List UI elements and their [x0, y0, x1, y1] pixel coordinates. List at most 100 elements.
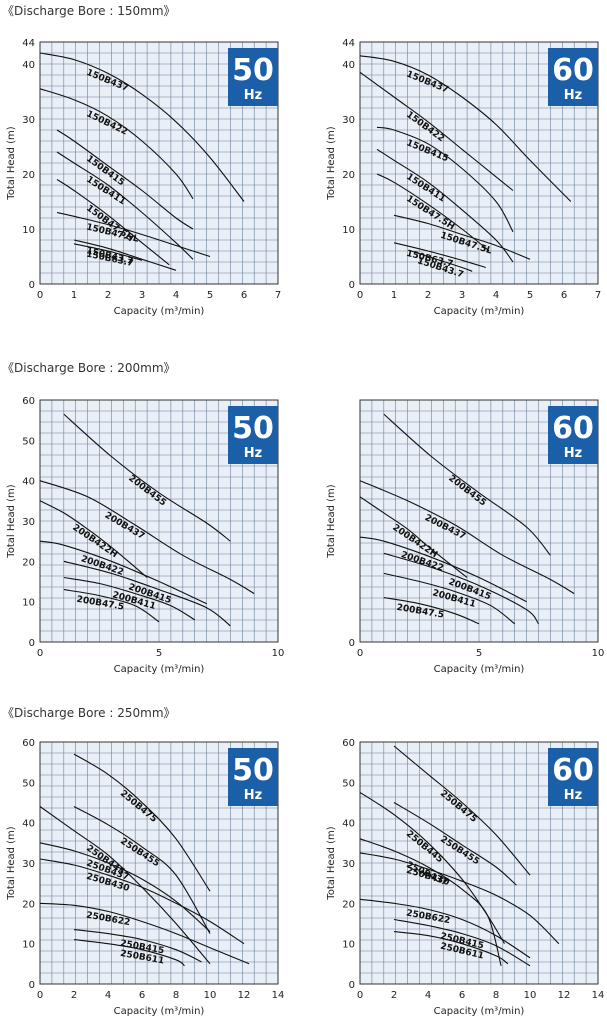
x-tick-label: 3	[139, 290, 145, 301]
chart-200-50hz-svg: 0 5 10 0 10 20 30 40 50 60 Capacity (m³/min) Total …	[6, 396, 285, 675]
y-tick-label: 30	[22, 859, 35, 870]
section-title-150: 《Discharge Bore : 150mm》	[2, 4, 176, 18]
series-line-250B455	[73, 806, 211, 934]
x-tick-label: 8	[173, 990, 179, 1001]
x-tick-label: 6	[561, 290, 567, 301]
x-tick-label: 10	[592, 648, 605, 659]
y-tick-label: 60	[342, 738, 355, 749]
series-line-200B415	[383, 552, 539, 625]
series-line-250B437	[359, 838, 502, 966]
series-line-150B43.7	[410, 250, 473, 272]
x-tick-label: 10	[272, 648, 285, 659]
y-tick-label: 0	[29, 638, 35, 649]
y-tick-label: 10	[342, 940, 355, 951]
y-tick-label: 40	[342, 819, 355, 830]
x-tick-label: 4	[105, 990, 111, 1001]
series-line-200B422H	[359, 496, 468, 578]
series-line-150B415	[56, 129, 194, 230]
y-tick-label: 44	[342, 38, 355, 49]
series-line-250B415	[73, 929, 202, 963]
y-tick-label: 10	[342, 225, 355, 236]
hz-unit: Hz	[244, 446, 262, 461]
x-axis-label: Capacity (m³/min)	[434, 1006, 525, 1017]
y-tick-label: 50	[342, 778, 355, 789]
grid-lines	[360, 42, 598, 284]
y-tick-label: 30	[342, 859, 355, 870]
x-axis-label: Capacity (m³/min)	[114, 1006, 205, 1017]
x-tick-label: 14	[272, 990, 285, 1001]
x-tick-label: 2	[425, 290, 431, 301]
series-line-250B437	[39, 842, 211, 933]
series-line-200B455	[383, 413, 551, 556]
hz-unit: Hz	[564, 88, 582, 103]
series-line-200B437	[359, 480, 575, 595]
hz-value: 50	[232, 53, 274, 88]
x-tick-label: 6	[139, 990, 145, 1001]
series-line-200B411	[63, 576, 195, 621]
series-line-250B415	[393, 918, 531, 967]
chart-250-50hz-svg: 0 2 4 6 8 10 12 14 0 10 20 30 40 50 60 Capacity (m³/min…	[6, 738, 285, 1017]
x-tick-label: 5	[527, 290, 533, 301]
hz-unit: Hz	[244, 788, 262, 803]
series-line-200B455	[63, 413, 231, 542]
x-tick-label: 7	[275, 290, 281, 301]
x-tick-label: 8	[493, 990, 499, 1001]
x-tick-label: 1	[391, 290, 397, 301]
series-line-150B47.5L	[393, 214, 531, 260]
x-axis-label: Capacity (m³/min)	[434, 306, 525, 317]
x-tick-label: 0	[37, 648, 43, 659]
y-axis-label: Total Head (m)	[6, 126, 17, 201]
grid-lines	[40, 742, 278, 984]
chart-150-60hz-svg: 0 1 2 3 4 5 6 7 0 10 20 30 40 44 Capacity (m³/min) Tota…	[326, 38, 601, 317]
x-tick-label: 6	[459, 990, 465, 1001]
x-axis-label: Capacity (m³/min)	[434, 664, 525, 675]
x-axis-label: Capacity (m³/min)	[114, 664, 205, 675]
x-tick-label: 0	[357, 290, 363, 301]
x-tick-label: 0	[37, 990, 43, 1001]
series-line-200B411	[383, 572, 516, 625]
y-tick-label: 0	[29, 280, 35, 291]
y-tick-label: 0	[349, 638, 355, 649]
x-tick-label: 1	[71, 290, 77, 301]
y-axis-label: Total Head (m)	[326, 484, 337, 559]
chart-200-50hz: 0 5 10 0 10 20 30 40 50 60 Capacity (m³/min) Total …	[0, 392, 290, 682]
x-tick-label: 4	[493, 290, 499, 301]
y-tick-label: 0	[29, 980, 35, 991]
y-tick-label: 60	[22, 396, 35, 407]
y-tick-label: 50	[22, 778, 35, 789]
y-tick-label: 30	[22, 115, 35, 126]
hz-badge-bg	[228, 748, 278, 806]
series-line-200B422	[359, 536, 527, 603]
y-tick-label: 60	[22, 738, 35, 749]
plot-border	[359, 41, 599, 285]
chart-250-50hz: 0 2 4 6 8 10 12 14 0 10 20 30 40 50 60 Capacity (m³/min…	[0, 734, 290, 1024]
plot-border	[359, 741, 599, 985]
series-line-250B430	[359, 852, 560, 945]
y-axis-label: Total Head (m)	[326, 126, 337, 201]
series-line-150B43.7	[73, 239, 177, 271]
y-tick-label: 20	[22, 557, 35, 568]
series-line-200B415	[63, 560, 231, 627]
x-tick-label: 4	[425, 990, 431, 1001]
series-line-150B422	[39, 88, 194, 200]
series-line-150B411	[376, 148, 514, 263]
chart-200-60hz: 0 5 10 0 Capacity (m³/min) Total Head (m) 200B…	[320, 392, 607, 682]
x-tick-label: 5	[207, 290, 213, 301]
x-tick-label: 2	[105, 290, 111, 301]
hz-value: 50	[232, 753, 274, 788]
series-line-150B411	[56, 151, 194, 260]
y-axis-label: Total Head (m)	[6, 484, 17, 559]
y-axis-label: Total Head (m)	[6, 826, 17, 901]
hz-badge-bg	[548, 48, 598, 106]
plot-border	[39, 741, 279, 985]
chart-250-60hz-svg: 0 2 4 6 8 10 12 14 0 10 20 30 40 50 60 Capacity (m³/min…	[326, 738, 604, 1017]
y-tick-label: 0	[349, 280, 355, 291]
plot-border	[39, 41, 279, 285]
x-tick-label: 5	[156, 648, 162, 659]
section-title-200: 《Discharge Bore : 200mm》	[2, 361, 176, 375]
x-tick-label: 3	[459, 290, 465, 301]
